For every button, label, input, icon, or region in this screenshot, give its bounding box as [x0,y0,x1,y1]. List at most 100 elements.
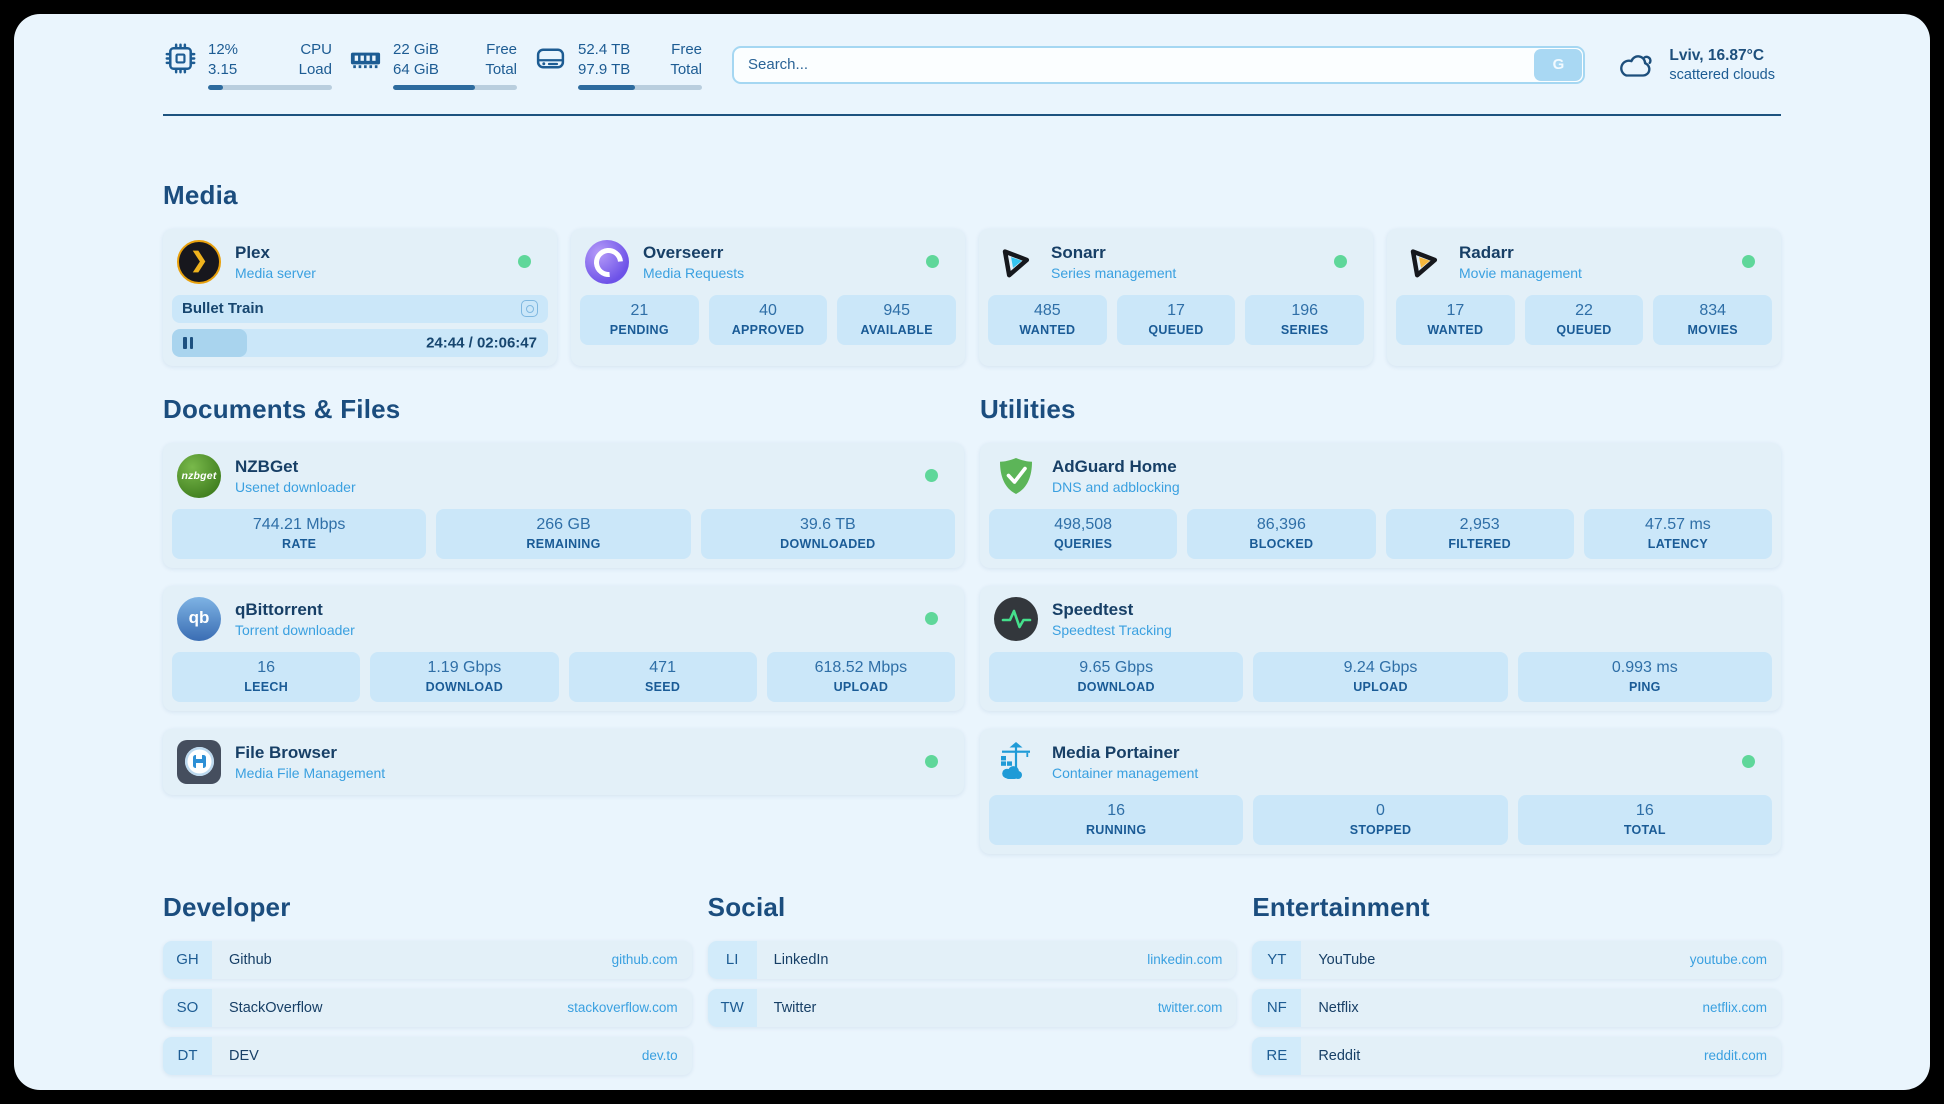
stat-label: DOWNLOAD [1077,679,1155,694]
bookmark-url: twitter.com [1157,1000,1223,1016]
section-title-developer: Developer [163,891,291,922]
stat-label: SERIES [1280,322,1329,337]
stat-label: UPLOAD [1353,679,1408,694]
service-card-plex[interactable]: ❯ Plex Media server Bullet Train [163,228,557,366]
bookmark-linkedin[interactable]: LI LinkedIn linkedin.com [707,940,1237,979]
service-name: AdGuard Home [1052,456,1177,476]
cpu-usage-value: 12% [208,41,239,58]
search-bar: G [732,45,1586,84]
service-name: Plex [235,242,270,262]
stat-pill: 618.52 Mbps UPLOAD [766,651,955,702]
section-title-utilities: Utilities [980,393,1076,424]
bookmark-url: netflix.com [1702,1000,1767,1016]
service-card-portainer[interactable]: Media Portainer Container management 16 … [980,728,1781,854]
stat-value: 39.6 TB [799,515,856,533]
service-card-speedtest[interactable]: Speedtest Speedtest Tracking 9.65 Gbps D… [980,585,1781,711]
stat-label: APPROVED [731,322,805,337]
bookmark-github[interactable]: GH Github github.com [163,940,692,979]
stat-value: 744.21 Mbps [252,515,346,533]
stat-pill: 16 TOTAL [1517,794,1772,845]
status-dot [925,755,938,769]
stat-pill: 86,396 BLOCKED [1187,508,1376,559]
stat-value: 945 [883,301,911,319]
stat-pill: 21 PENDING [580,294,699,345]
service-description: DNS and adblocking [1052,478,1180,495]
bookmark-abbr: YT [1252,940,1302,979]
stat-pill: 39.6 TB DOWNLOADED [700,508,955,559]
stat-value: 9.65 Gbps [1079,658,1154,676]
bookmark-url: github.com [611,952,678,968]
cpu-progress-bar [208,84,332,90]
speedtest-icon [994,596,1038,641]
stat-label: FILTERED [1448,536,1511,551]
bookmark-abbr: NF [1252,988,1302,1027]
stat-value: 0 [1376,801,1385,819]
service-name: NZBGet [235,456,299,476]
stat-pill: 17 QUEUED [1116,294,1236,345]
status-dot [1742,255,1755,269]
bookmark-netflix[interactable]: NF Netflix netflix.com [1252,988,1781,1027]
status-dot [925,612,938,626]
memory-icon [350,52,381,69]
stat-value: 16 [1635,801,1654,819]
service-name: Media Portainer [1052,742,1180,762]
service-description: Media Requests [643,264,745,281]
bookmark-name: LinkedIn [773,951,829,968]
service-card-radarr[interactable]: Radarr Movie management 17 WANTED 22 QUE… [1387,228,1781,366]
cpu-progress-fill [208,84,223,90]
stat-pill: 22 QUEUED [1524,294,1644,345]
bookmark-abbr: DT [163,1036,212,1075]
storage-free-value: 52.4 TB [578,41,631,58]
bookmark-twitter[interactable]: TW Twitter twitter.com [707,988,1237,1027]
stat-value: 834 [1699,301,1727,319]
memory-free-value: 22 GiB [393,41,439,58]
search-engine-button[interactable]: G [1534,48,1583,81]
now-playing-row: Bullet Train [172,294,548,323]
now-playing-view-icon[interactable] [521,300,538,318]
stat-label: RATE [282,536,317,551]
service-card-nzbget[interactable]: nzbget NZBGet Usenet downloader 744.21 M… [163,442,964,568]
search-input[interactable] [732,45,1586,84]
stat-label: WANTED [1019,322,1076,337]
bookmark-dev[interactable]: DT DEV dev.to [163,1036,692,1075]
bookmark-reddit[interactable]: RE Reddit reddit.com [1252,1036,1781,1075]
stat-label: UPLOAD [833,679,889,694]
service-card-adguard[interactable]: AdGuard Home DNS and adblocking 498,508 … [980,442,1781,568]
stat-pill: 266 GB REMAINING [436,508,691,559]
service-card-qbittorrent[interactable]: qb qBittorrent Torrent downloader 16 LEE… [163,585,964,711]
weather-widget: Lviv, 16.87°C scattered clouds [1615,47,1781,83]
stat-label: MOVIES [1687,322,1738,337]
service-card-filebrowser[interactable]: File Browser Media File Management [163,728,964,795]
stat-value: 498,508 [1054,515,1113,533]
service-card-sonarr[interactable]: Sonarr Series management 485 WANTED 17 Q… [979,228,1373,366]
stat-pill: 498,508 QUERIES [989,508,1178,559]
stat-pill: 196 SERIES [1245,294,1365,345]
stat-pill: 945 AVAILABLE [837,294,957,345]
bookmark-url: reddit.com [1703,1048,1767,1064]
stat-value: 2,953 [1459,515,1500,533]
stat-label: AVAILABLE [860,322,933,337]
bookmark-stackoverflow[interactable]: SO StackOverflow stackoverflow.com [163,988,692,1027]
status-dot [1334,255,1347,269]
service-card-overseerr[interactable]: Overseerr Media Requests 21 PENDING 40 A… [571,228,965,366]
stat-label: BLOCKED [1249,536,1314,551]
memory-progress-bar [393,84,517,90]
stat-label: REMAINING [526,536,601,551]
stat-value: 16 [1107,801,1126,819]
stat-value: 196 [1291,301,1319,319]
bookmark-abbr: LI [707,940,757,979]
weather-condition: scattered clouds [1669,66,1775,83]
bookmark-url: stackoverflow.com [567,1000,678,1016]
cpu-load-value: 3.15 [208,60,238,78]
stat-label: QUEUED [1148,322,1204,337]
service-description: Media server [235,264,316,281]
bookmark-youtube[interactable]: YT YouTube youtube.com [1252,940,1781,979]
stat-value: 266 GB [536,515,591,533]
bookmark-url: linkedin.com [1147,952,1223,968]
storage-total-value: 97.9 TB [578,60,631,78]
service-name: qBittorrent [235,599,323,619]
stat-value: 0.993 ms [1611,658,1678,676]
pause-icon[interactable] [183,336,193,349]
stat-value: 22 [1575,301,1593,319]
cpu-usage-label: CPU [300,41,332,58]
